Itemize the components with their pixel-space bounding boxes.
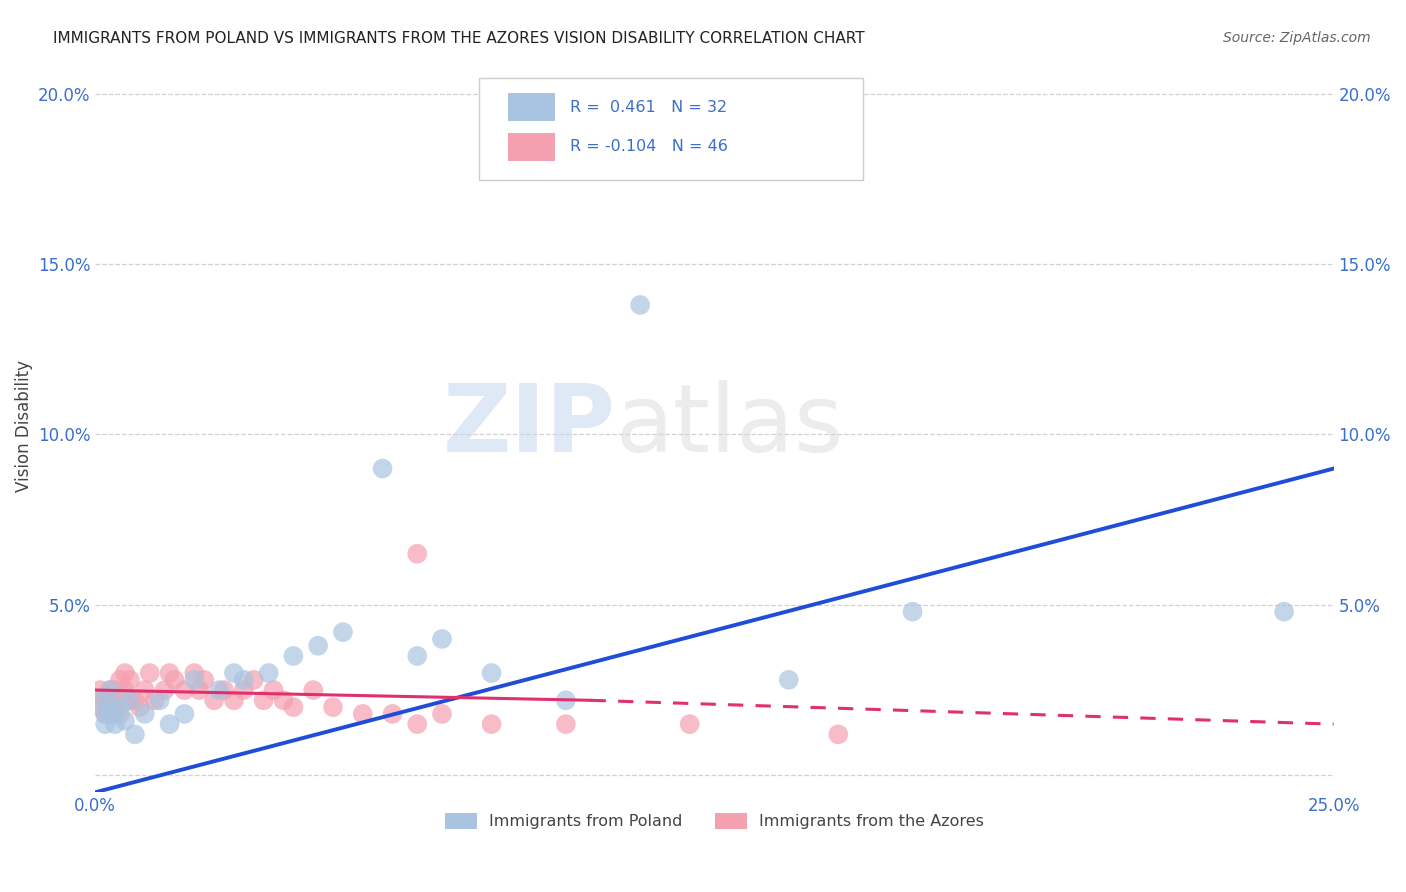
Point [118, 673, 141, 687]
Point [173, 683, 195, 698]
Point [778, 673, 800, 687]
Text: Source: ZipAtlas.com: Source: ZipAtlas.com [1223, 31, 1371, 45]
Point [628, 298, 651, 312]
Text: IMMIGRANTS FROM POLAND VS IMMIGRANTS FROM THE AZORES VISION DISABILITY CORRELATI: IMMIGRANTS FROM POLAND VS IMMIGRANTS FRO… [53, 31, 865, 46]
Point [108, 673, 131, 687]
Point [679, 717, 702, 731]
Point [134, 706, 156, 721]
Point [104, 717, 127, 731]
Legend: Immigrants from Poland, Immigrants from the Azores: Immigrants from Poland, Immigrants from … [439, 806, 991, 836]
Point [114, 666, 136, 681]
Point [188, 683, 211, 698]
Point [332, 625, 354, 640]
Point [98, 700, 121, 714]
Point [430, 706, 453, 721]
Point [193, 673, 215, 687]
Point [283, 648, 305, 663]
Point [273, 693, 295, 707]
Point [554, 693, 576, 707]
Point [232, 683, 254, 698]
Point [901, 605, 924, 619]
Y-axis label: Vision Disability: Vision Disability [15, 360, 32, 492]
Text: atlas: atlas [616, 380, 844, 472]
Point [554, 717, 576, 731]
Point [406, 547, 429, 561]
Point [183, 673, 205, 687]
Point [183, 666, 205, 681]
Point [139, 666, 162, 681]
Point [89, 700, 111, 714]
Point [114, 683, 136, 698]
Point [406, 717, 429, 731]
Point [128, 700, 150, 714]
Point [94, 706, 117, 721]
Point [98, 683, 121, 698]
Point [406, 648, 429, 663]
Point [94, 706, 117, 721]
Point [827, 727, 849, 741]
Point [104, 700, 127, 714]
Point [222, 666, 245, 681]
Point [143, 693, 166, 707]
Text: R = -0.104   N = 46: R = -0.104 N = 46 [569, 139, 727, 154]
Point [94, 693, 117, 707]
FancyBboxPatch shape [479, 78, 863, 180]
Point [257, 666, 280, 681]
Text: R =  0.461   N = 32: R = 0.461 N = 32 [569, 100, 727, 115]
Point [159, 717, 181, 731]
Point [89, 683, 111, 698]
Point [104, 706, 127, 721]
Point [371, 461, 394, 475]
Point [352, 706, 374, 721]
Point [212, 683, 235, 698]
Point [222, 693, 245, 707]
Point [118, 693, 141, 707]
Point [283, 700, 305, 714]
Point [232, 673, 254, 687]
Point [1272, 605, 1295, 619]
Text: ZIP: ZIP [443, 380, 616, 472]
Point [124, 693, 146, 707]
Point [242, 673, 264, 687]
Point [134, 683, 156, 698]
Point [307, 639, 329, 653]
Point [430, 632, 453, 646]
Point [481, 666, 503, 681]
Point [263, 683, 285, 698]
Point [149, 693, 172, 707]
Point [159, 666, 181, 681]
Point [108, 700, 131, 714]
Point [202, 693, 225, 707]
Point [302, 683, 325, 698]
Point [253, 693, 276, 707]
Point [124, 727, 146, 741]
Point [153, 683, 176, 698]
Point [481, 717, 503, 731]
Point [114, 714, 136, 728]
Point [381, 706, 404, 721]
FancyBboxPatch shape [508, 133, 555, 161]
Point [98, 693, 121, 707]
Point [173, 706, 195, 721]
Point [104, 683, 127, 698]
Point [118, 693, 141, 707]
Point [98, 683, 121, 698]
Point [108, 706, 131, 721]
Point [89, 693, 111, 707]
Point [94, 717, 117, 731]
Point [208, 683, 231, 698]
Point [163, 673, 186, 687]
FancyBboxPatch shape [508, 94, 555, 121]
Point [322, 700, 344, 714]
